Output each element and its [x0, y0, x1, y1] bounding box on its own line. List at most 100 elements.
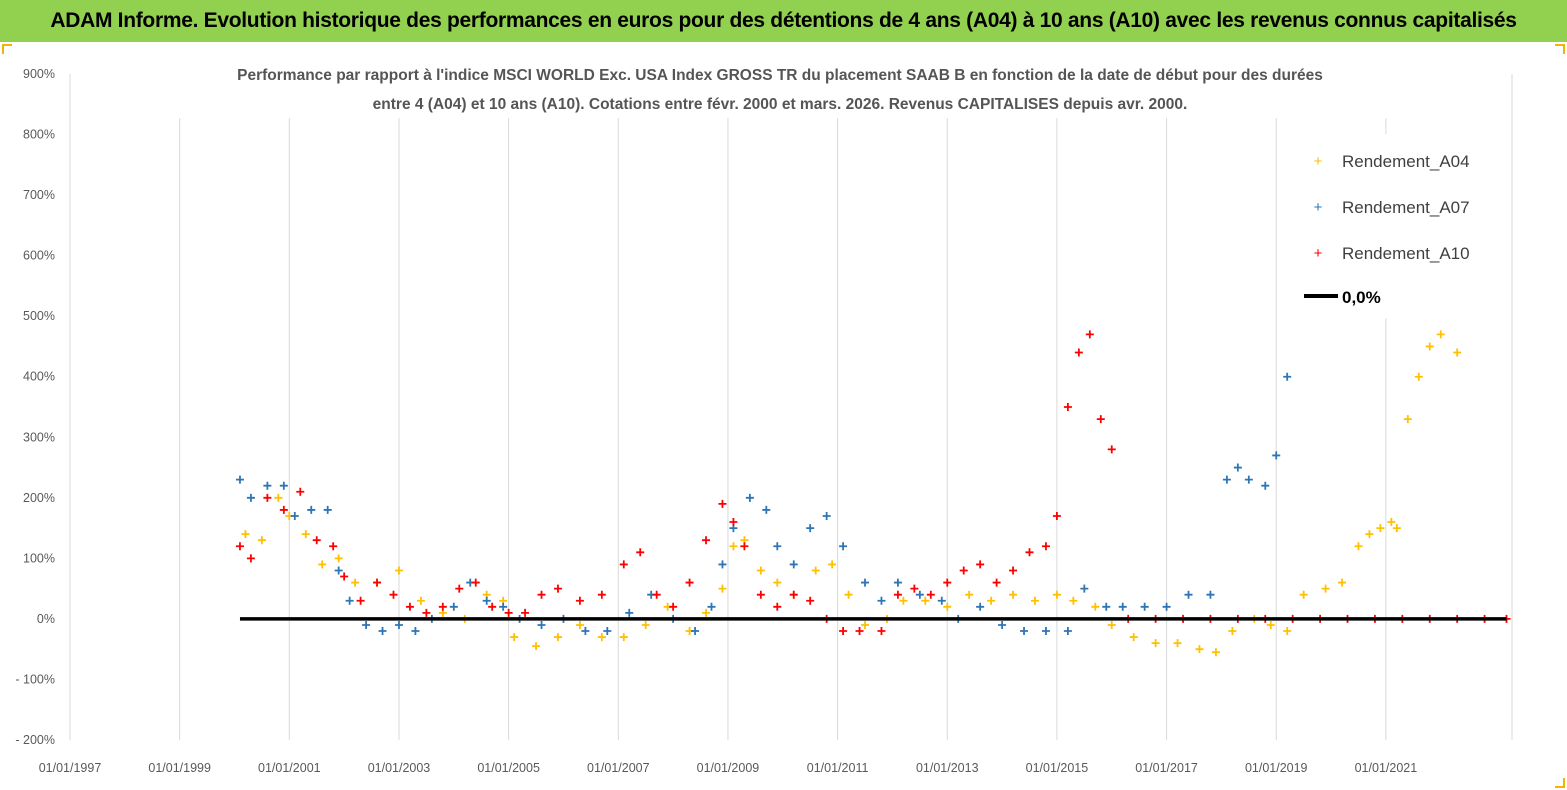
data-point [893, 578, 902, 587]
data-point [246, 554, 255, 563]
data-point [1091, 602, 1100, 611]
data-point [246, 493, 255, 502]
data-point [575, 596, 584, 605]
data-point [1107, 620, 1116, 629]
data-point [416, 596, 425, 605]
data-point [1030, 596, 1039, 605]
y-tick-label: 0% [37, 612, 55, 626]
data-point [553, 633, 562, 642]
data-point [1009, 590, 1018, 599]
data-point [893, 590, 902, 599]
data-point [1052, 511, 1061, 520]
data-point [499, 602, 508, 611]
x-tick-label: 01/01/2005 [477, 761, 540, 775]
data-point [707, 602, 716, 611]
data-point [1354, 542, 1363, 551]
x-tick-label: 01/01/2007 [587, 761, 650, 775]
data-point [1195, 645, 1204, 654]
data-point [235, 475, 244, 484]
x-axis-tick-labels: 01/01/1997 01/01/1999 01/01/2001 01/01/2003… [39, 761, 1418, 775]
data-point [702, 536, 711, 545]
data-point [1085, 330, 1094, 339]
data-point [718, 560, 727, 569]
data-point [718, 499, 727, 508]
data-point [537, 620, 546, 629]
data-point [1228, 627, 1237, 636]
performance-chart: - 200% - 100% 0% 100% 200% 300% 400% 500% 600% 70… [0, 42, 1567, 790]
data-point [1118, 602, 1127, 611]
data-point [702, 608, 711, 617]
data-point [1009, 566, 1018, 575]
data-point [1107, 445, 1116, 454]
data-point [965, 590, 974, 599]
data-point [1299, 590, 1308, 599]
x-tick-label: 01/01/2015 [1026, 761, 1089, 775]
data-point [943, 602, 952, 611]
data-point [274, 493, 283, 502]
y-tick-label: 800% [23, 128, 55, 142]
legend-label-a04: Rendement_A04 [1342, 152, 1470, 171]
data-point [307, 505, 316, 514]
data-point [1184, 590, 1193, 599]
chart-legend: + Rendement_A04 + Rendement_A07 + Rendem… [1290, 134, 1510, 318]
data-point [263, 481, 272, 490]
data-point [394, 566, 403, 575]
data-point [811, 566, 820, 575]
y-tick-label: - 100% [15, 672, 55, 686]
data-point [1140, 602, 1149, 611]
y-tick-label: 200% [23, 491, 55, 505]
x-tick-label: 01/01/2013 [916, 761, 979, 775]
chart-title-line-1: Performance par rapport à l'indice MSCI … [237, 67, 1323, 84]
data-point [334, 566, 343, 575]
data-point [362, 620, 371, 629]
data-point [806, 524, 815, 533]
legend-label-a07: Rendement_A07 [1342, 198, 1470, 217]
data-point [279, 481, 288, 490]
data-point [1041, 627, 1050, 636]
data-point [438, 602, 447, 611]
data-point [976, 560, 985, 569]
data-point [828, 560, 837, 569]
data-point [235, 542, 244, 551]
data-point [619, 560, 628, 569]
data-point [1392, 524, 1401, 533]
data-point [1387, 518, 1396, 527]
legend-label-zero: 0,0% [1342, 288, 1381, 307]
data-point [1365, 530, 1374, 539]
legend-item-a04: + Rendement_A04 [1314, 152, 1470, 171]
data-point [378, 627, 387, 636]
data-point [323, 505, 332, 514]
data-point [603, 627, 612, 636]
data-point [1321, 584, 1330, 593]
data-point [553, 584, 562, 593]
data-point [745, 493, 754, 502]
series-rendement-a07 [235, 372, 1292, 636]
data-point [1074, 348, 1083, 357]
data-point [773, 542, 782, 551]
legend-marker-a10: + [1314, 245, 1323, 262]
data-point [263, 493, 272, 502]
data-point [1020, 627, 1029, 636]
data-point [575, 620, 584, 629]
data-point [806, 596, 815, 605]
legend-item-a07: + Rendement_A07 [1314, 198, 1470, 217]
data-point [1425, 342, 1434, 351]
x-tick-label: 01/01/2009 [697, 761, 760, 775]
data-point [482, 596, 491, 605]
data-point [449, 602, 458, 611]
data-point [1052, 590, 1061, 599]
data-point [1403, 415, 1412, 424]
x-tick-label: 01/01/2021 [1355, 761, 1418, 775]
data-point [861, 620, 870, 629]
data-point [455, 584, 464, 593]
x-tick-label: 01/01/2011 [807, 761, 869, 775]
data-point [389, 590, 398, 599]
data-point [1222, 475, 1231, 484]
data-point [1151, 639, 1160, 648]
legend-item-zero: 0,0% [1304, 288, 1381, 307]
corner-mark-top-left [2, 44, 12, 54]
data-point [789, 560, 798, 569]
data-point [943, 578, 952, 587]
report-banner: ADAM Informe. Evolution historique des p… [0, 0, 1567, 43]
data-point [718, 584, 727, 593]
